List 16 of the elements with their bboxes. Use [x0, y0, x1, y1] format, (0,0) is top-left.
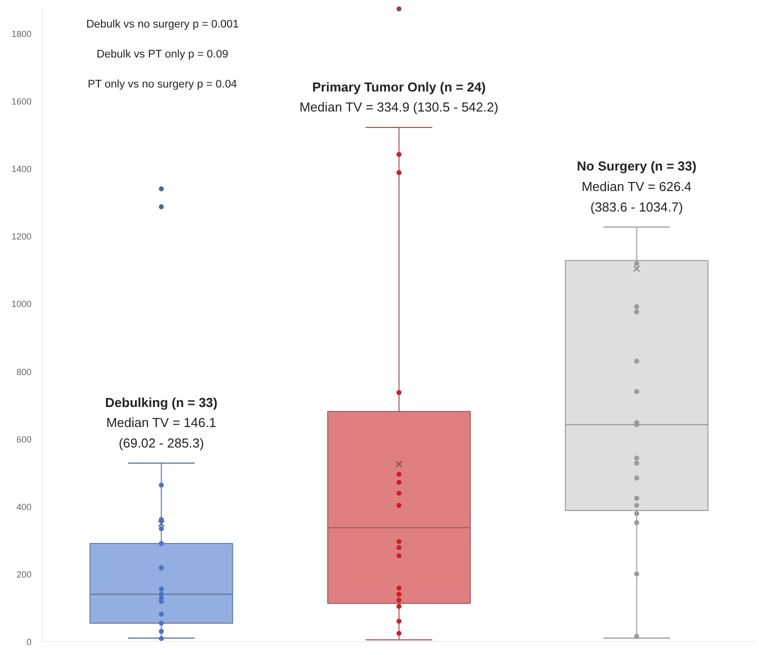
y-tick-label: 400 [16, 502, 32, 512]
y-tick-label: 200 [16, 569, 32, 580]
annotation: No Surgery (n = 33) Median TV = 626.4 (383.6 - 1034.7) [576, 158, 696, 214]
y-tick-label: 1200 [11, 232, 32, 242]
y-tick-label: 600 [16, 434, 32, 444]
y-tick-label: 1800 [11, 29, 32, 40]
annotation: Debulk vs no surgery p = 0.001 [86, 18, 239, 30]
y-tick-label: 800 [16, 366, 32, 377]
y-tick-label: 1400 [11, 164, 32, 174]
annotation: Debulking (n = 33) Median TV = 146.1 (69.02 - 285.3) [105, 394, 218, 450]
annotation: Primary Tumor Only (n = 24) Median TV = 334.9 (130.5 - 542.2) [299, 79, 498, 115]
y-tick-label: 1600 [11, 96, 32, 107]
annotation: Debulk vs PT only p = 0.09 [96, 48, 228, 60]
annotation: PT only vs no surgery p = 0.04 [88, 78, 238, 90]
y-tick-label: 1000 [11, 299, 32, 310]
y-tick-label: 0 [26, 637, 32, 647]
